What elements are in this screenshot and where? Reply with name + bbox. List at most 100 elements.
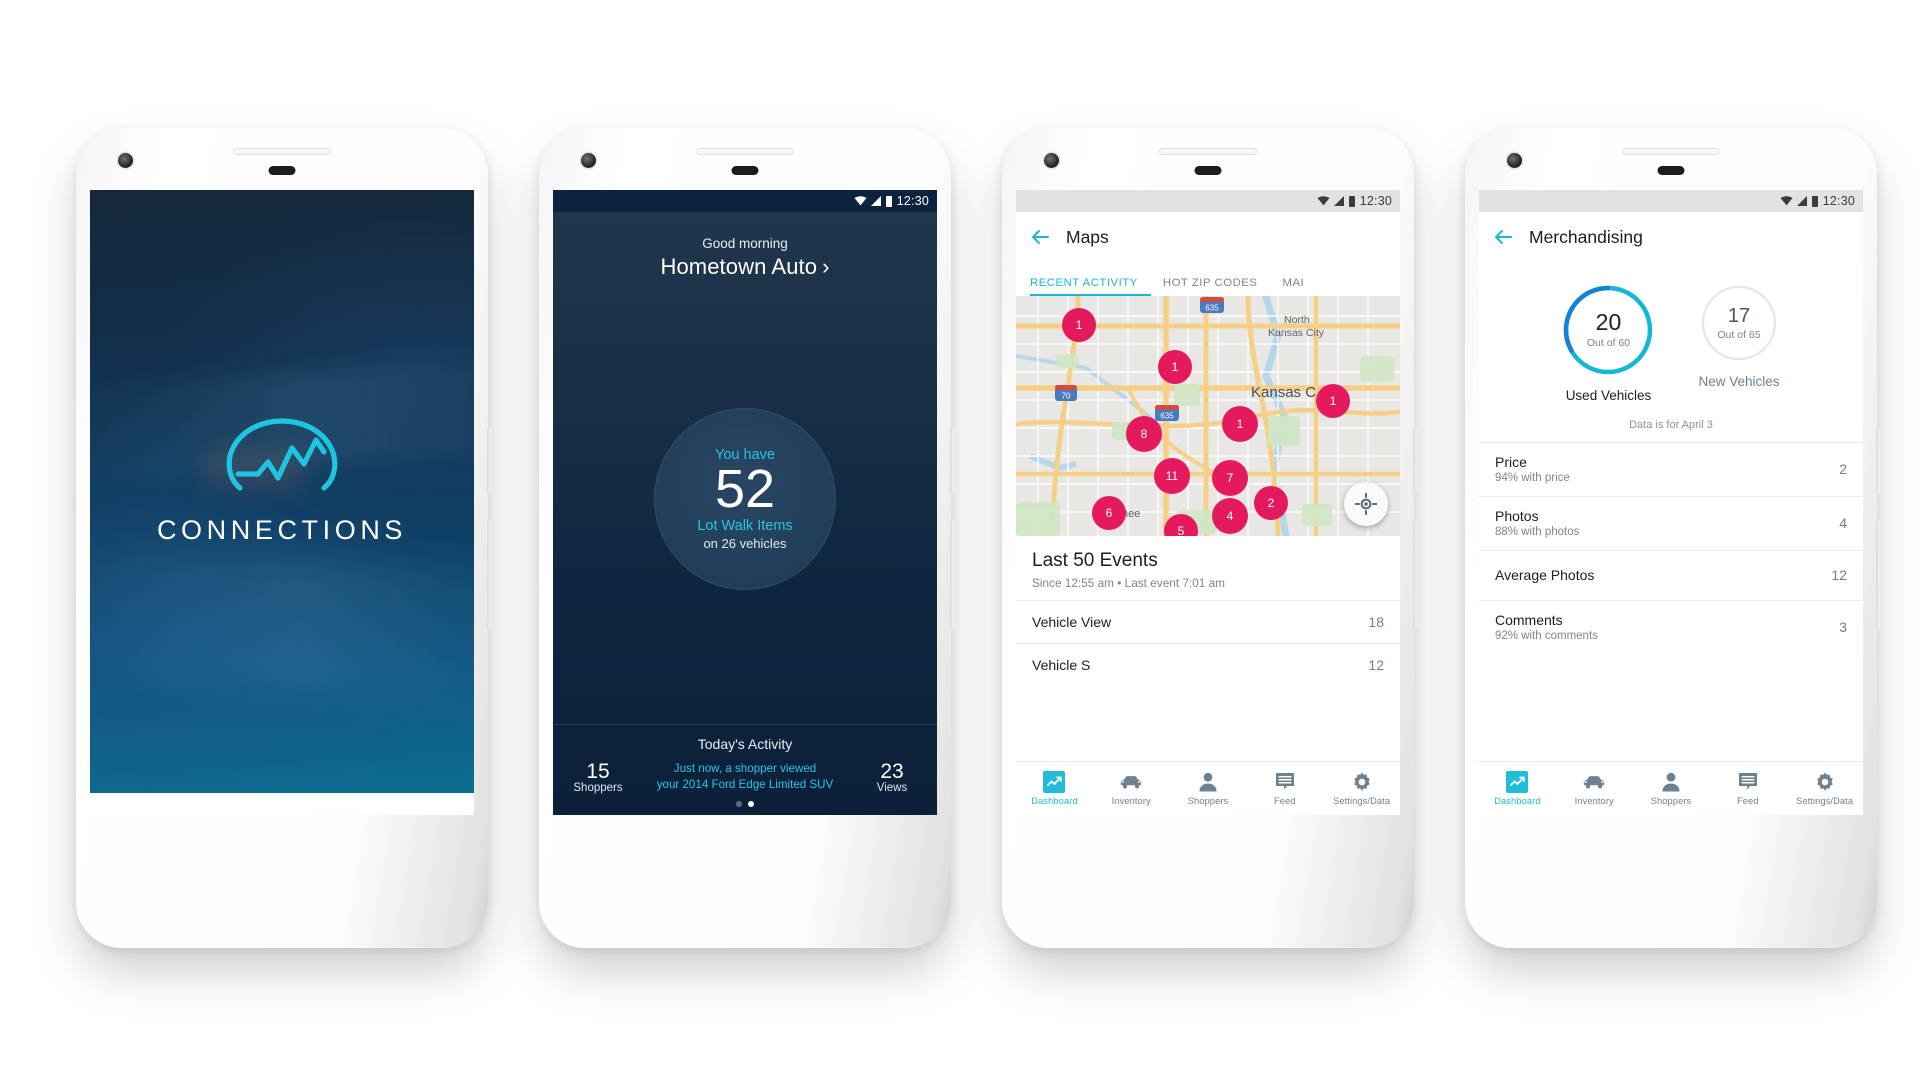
phone-3-maps: 12:30 Maps RECENT ACTIVITY HOT ZIP CODES… [1002, 128, 1417, 948]
back-arrow-icon[interactable] [1030, 227, 1050, 247]
side-button[interactable] [487, 520, 491, 630]
activity-message[interactable]: Just now, a shopper viewed your 2014 For… [629, 761, 861, 792]
nav-label-settings-data: Settings/Data [1333, 796, 1391, 806]
map-cluster-pin[interactable]: 5 [1164, 514, 1198, 536]
nav-item-inventory[interactable]: Inventory [1556, 771, 1633, 806]
bottom-navigation[interactable]: Dashboard Inventory Shoppers [1479, 761, 1863, 815]
activity-message-line2: your 2014 Ford Edge Limited SUV [656, 777, 834, 791]
progress-ring-icon [1701, 285, 1777, 361]
gauge-label: New Vehicles [1698, 374, 1780, 389]
nav-label-dashboard: Dashboard [1031, 796, 1078, 806]
phone-bezel-top [1002, 128, 1414, 190]
phone-bezel-top [1465, 128, 1877, 190]
tab-hot-zip-codes[interactable]: HOT ZIP CODES [1162, 277, 1258, 289]
donut-label: Lot Walk Items [697, 517, 793, 534]
nav-item-dashboard[interactable]: Dashboard [1479, 771, 1556, 806]
gauge-new-vehicles[interactable]: 17 Out of 65 New Vehicles [1698, 284, 1780, 403]
gauge-label: Used Vehicles [1565, 388, 1652, 403]
tab-markets[interactable]: MAI [1282, 277, 1305, 289]
side-button[interactable] [1876, 520, 1880, 630]
carousel-pager[interactable] [553, 801, 937, 807]
map-cluster-pin[interactable]: 1 [1316, 384, 1350, 418]
nav-item-inventory[interactable]: Inventory [1093, 771, 1170, 806]
maps-tabs[interactable]: RECENT ACTIVITY HOT ZIP CODES MAI [1016, 262, 1400, 296]
map-cluster-pin[interactable]: 6 [1092, 496, 1126, 530]
merchandising-app-bar: Merchandising [1479, 212, 1863, 262]
merch-row-comments[interactable]: Comments 92% with comments 3 [1479, 600, 1863, 654]
wifi-icon [1780, 196, 1793, 206]
earpiece-speaker [1622, 148, 1720, 155]
map-label-shawnee: nee [1122, 508, 1141, 520]
bottom-navigation[interactable]: Dashboard Inventory Shoppers [1016, 761, 1400, 815]
merchandising-gauges: 20 Out of 60 Used Vehicles 17 Out of 65 [1479, 262, 1863, 407]
phone-2-dashboard: 12:30 Good morning Hometown Auto › You ha… [539, 128, 954, 948]
nav-label-settings-data: Settings/Data [1796, 796, 1854, 806]
activity-title: Today's Activity [697, 735, 793, 752]
map-cluster-pin[interactable]: 4 [1212, 498, 1248, 534]
lot-walk-summary[interactable]: You have 52 Lot Walk Items on 26 vehicle… [553, 280, 937, 724]
progress-ring-icon [1564, 285, 1653, 375]
merch-row-average-photos[interactable]: Average Photos 12 [1479, 550, 1863, 600]
map-cluster-pin[interactable]: 7 [1212, 460, 1248, 496]
gauge-used-vehicles[interactable]: 20 Out of 60 Used Vehicles [1562, 284, 1654, 403]
page-title: Merchandising [1529, 226, 1643, 247]
merch-row-value: 4 [1839, 515, 1847, 531]
my-location-button[interactable] [1344, 482, 1388, 526]
map-cluster-pin[interactable]: 1 [1158, 350, 1192, 384]
brand-wordmark: CONNECTIONS [156, 515, 408, 546]
merch-row-photos[interactable]: Photos 88% with photos 4 [1479, 496, 1863, 550]
todays-activity-panel: Today's Activity 15 Shoppers Just now, a… [553, 723, 937, 815]
highway-shield: 70 [1054, 384, 1078, 407]
tab-recent-activity[interactable]: RECENT ACTIVITY [1030, 277, 1151, 296]
phone-bezel-top [539, 128, 951, 190]
phone-4-screen: 12:30 Merchandising 20 [1479, 190, 1863, 815]
lot-walk-donut[interactable]: You have 52 Lot Walk Items on 26 vehicle… [654, 407, 836, 590]
gauge-ring: 17 Out of 65 [1700, 284, 1778, 362]
event-row[interactable]: Vehicle View 18 [1016, 600, 1400, 643]
merch-row-price[interactable]: Price 94% with price 2 [1479, 442, 1863, 496]
sensor-slot [731, 166, 759, 175]
dashboard-greeting-block: Good morning Hometown Auto › [553, 212, 937, 280]
side-button[interactable] [950, 520, 954, 630]
views-label: Views [876, 782, 908, 794]
merch-row-text: Comments 92% with comments [1495, 612, 1598, 642]
nav-item-shoppers[interactable]: Shoppers [1170, 771, 1247, 806]
map-cluster-pin[interactable]: 11 [1154, 458, 1190, 494]
gauge-outof: Out of 65 [1717, 328, 1761, 341]
map-cluster-pin[interactable]: 8 [1126, 416, 1162, 452]
events-title: Last 50 Events [1032, 550, 1158, 571]
pager-dot-active[interactable] [748, 801, 754, 807]
nav-item-settings-data[interactable]: Settings/Data [1786, 771, 1863, 806]
pager-dot[interactable] [736, 801, 742, 807]
activity-message-line1: Just now, a shopper viewed [673, 762, 817, 776]
front-camera-icon [1044, 153, 1059, 168]
nav-item-feed[interactable]: Feed [1709, 771, 1786, 806]
phone-1-screen: CONNECTIONS [90, 190, 474, 815]
merch-row-sub: 92% with comments [1495, 630, 1598, 642]
sensor-slot [268, 166, 296, 175]
gauge-value-block: 20 Out of 60 [1562, 284, 1654, 376]
side-button[interactable] [1413, 520, 1417, 630]
status-time: 12:30 [1822, 194, 1855, 208]
nav-item-settings-data[interactable]: Settings/Data [1323, 771, 1400, 806]
feed-icon [1738, 773, 1757, 790]
phone-bezel-top [76, 128, 488, 190]
map-cluster-pin[interactable]: 1 [1062, 308, 1096, 342]
signal-icon [1796, 196, 1807, 206]
dealer-selector[interactable]: Hometown Auto › [553, 254, 937, 280]
map-canvas[interactable]: 635 70 635 North Kansas City Kansas C ne… [1016, 296, 1400, 536]
map-label-kansas-city: Kansas C [1251, 384, 1317, 401]
nav-item-shoppers[interactable]: Shoppers [1633, 771, 1710, 806]
map-cluster-pin[interactable]: 1 [1222, 406, 1258, 442]
dashboard-screen: Good morning Hometown Auto › You have 52 … [553, 212, 937, 815]
merch-row-sub: 88% with photos [1495, 526, 1580, 538]
event-row[interactable]: Vehicle S 12 [1016, 643, 1400, 686]
svg-text:635: 635 [1160, 412, 1174, 421]
event-value: 12 [1368, 657, 1384, 673]
nav-item-feed[interactable]: Feed [1246, 771, 1323, 806]
map-cluster-pin[interactable]: 2 [1254, 486, 1288, 520]
nav-item-dashboard[interactable]: Dashboard [1016, 771, 1093, 806]
back-arrow-icon[interactable] [1493, 227, 1513, 247]
battery-icon [885, 195, 892, 207]
sensor-slot [1194, 166, 1222, 175]
